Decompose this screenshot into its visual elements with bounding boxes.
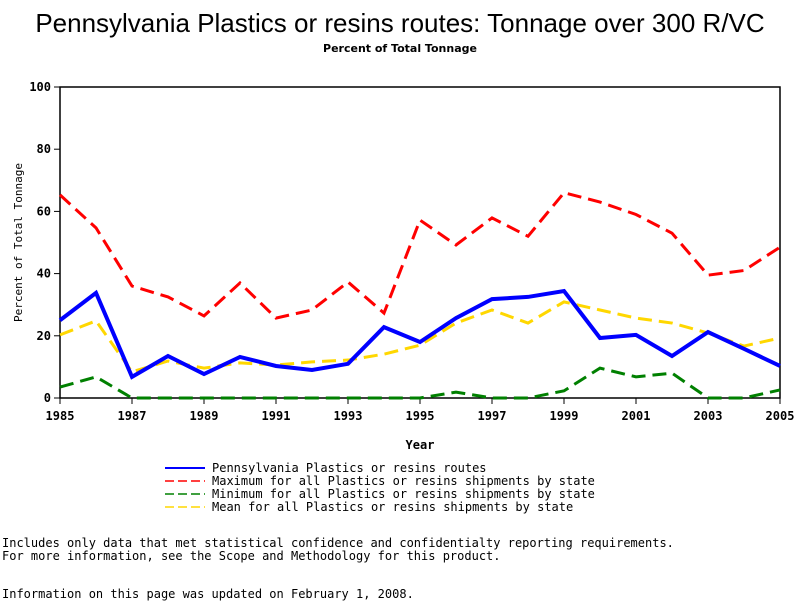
y-tick-label: 20 <box>37 329 51 343</box>
note-updated: Information on this page was updated on … <box>2 587 414 601</box>
x-tick-label: 1985 <box>46 409 75 423</box>
y-tick-label: 80 <box>37 142 51 156</box>
legend-label-0: Pennsylvania Plastics or resins routes <box>212 461 487 475</box>
y-tick-label: 60 <box>37 204 51 218</box>
x-tick-label: 1999 <box>550 409 579 423</box>
series-line-1 <box>60 193 780 318</box>
x-tick-label: 1997 <box>478 409 507 423</box>
legend-label-3: Mean for all Plastics or resins shipment… <box>212 500 573 514</box>
series-line-2 <box>60 368 780 398</box>
x-tick-label: 2003 <box>694 409 723 423</box>
plot-frame <box>60 87 780 398</box>
x-tick-label: 1991 <box>262 409 291 423</box>
series-line-0 <box>60 291 780 377</box>
note-confidence: Includes only data that met statistical … <box>2 536 674 550</box>
x-tick-label: 1987 <box>118 409 147 423</box>
y-axis-label: Percent of Total Tonnage <box>12 163 25 322</box>
x-tick-label: 2001 <box>622 409 651 423</box>
x-tick-label: 1989 <box>190 409 219 423</box>
x-tick-label: 1995 <box>406 409 435 423</box>
x-tick-label: 1993 <box>334 409 363 423</box>
y-tick-label: 0 <box>44 391 51 405</box>
series-line-3 <box>60 302 780 372</box>
note-methodology: For more information, see the Scope and … <box>2 549 501 563</box>
y-tick-label: 100 <box>29 80 51 94</box>
y-tick-label: 40 <box>37 267 51 281</box>
legend-label-1: Maximum for all Plastics or resins shipm… <box>212 474 595 488</box>
legend-label-2: Minimum for all Plastics or resins shipm… <box>212 487 595 501</box>
x-axis-label: Year <box>406 438 435 452</box>
x-tick-label: 2005 <box>766 409 795 423</box>
